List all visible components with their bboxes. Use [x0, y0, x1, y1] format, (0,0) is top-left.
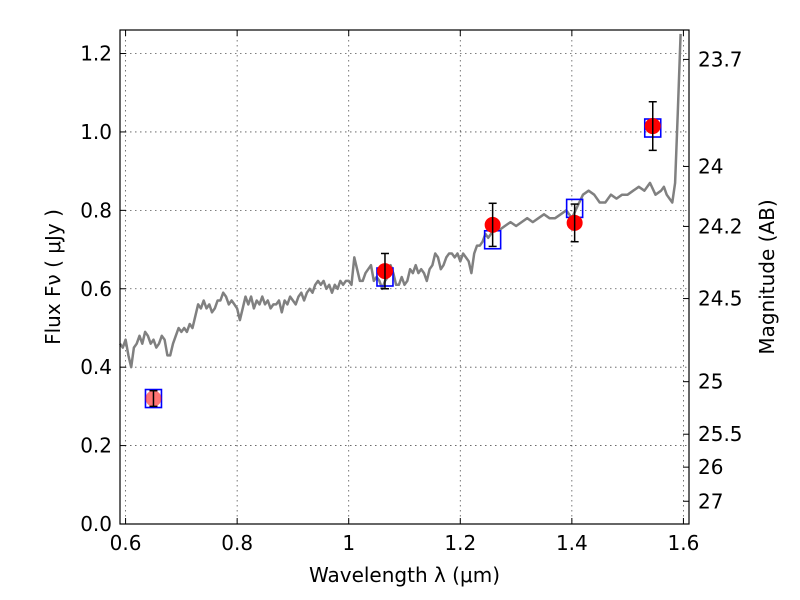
magnitude-tick-label: 25.5 [698, 422, 743, 446]
x-axis-label: Wavelength λ (μm) [309, 563, 500, 587]
magnitude-tick-label: 26 [698, 455, 723, 479]
plot-frame [119, 29, 690, 525]
y-right-axis-label: Magnitude (AB) [755, 199, 779, 354]
x-tick-label: 1.6 [668, 531, 700, 555]
y-tick-label: 0.4 [80, 355, 112, 379]
y-tick-label: 1.2 [80, 42, 112, 66]
y-tick-label: 0.0 [80, 512, 112, 536]
magnitude-tick-label: 24.2 [698, 214, 743, 238]
magnitude-tick-label: 27 [698, 489, 723, 513]
y-tick-label: 0.8 [80, 198, 112, 222]
y-tick-label: 0.2 [80, 434, 112, 458]
y-axis-label: Flux Fν ( μJy ) [41, 209, 65, 345]
x-tick-label: 1.2 [444, 531, 476, 555]
model-spectrum-layer [118, 33, 682, 369]
y-tick-label: 1.0 [80, 120, 112, 144]
magnitude-tick-label: 23.7 [698, 47, 743, 71]
model-spectrum-line [118, 33, 682, 369]
x-tick-label: 0.6 [110, 531, 142, 555]
magnitude-tick-label: 25 [698, 370, 723, 394]
x-tick-label: 1 [342, 531, 355, 555]
magnitude-tick-label: 24.5 [698, 287, 743, 311]
x-tick-label: 1.4 [556, 531, 588, 555]
grid-layer [120, 30, 689, 525]
x-tick-label: 0.8 [221, 531, 253, 555]
photometry-points-layer [145, 100, 661, 408]
y-tick-label: 0.6 [80, 277, 112, 301]
ticks-layer: 0.6 0.8 1 1.2 1.4 1.6 0.0 0.2 0.4 0.6 0.8 1.0 1.2 23.… [80, 30, 743, 555]
magnitude-tick-label: 24 [698, 154, 723, 178]
synthetic-photometry-layer [144, 118, 662, 409]
